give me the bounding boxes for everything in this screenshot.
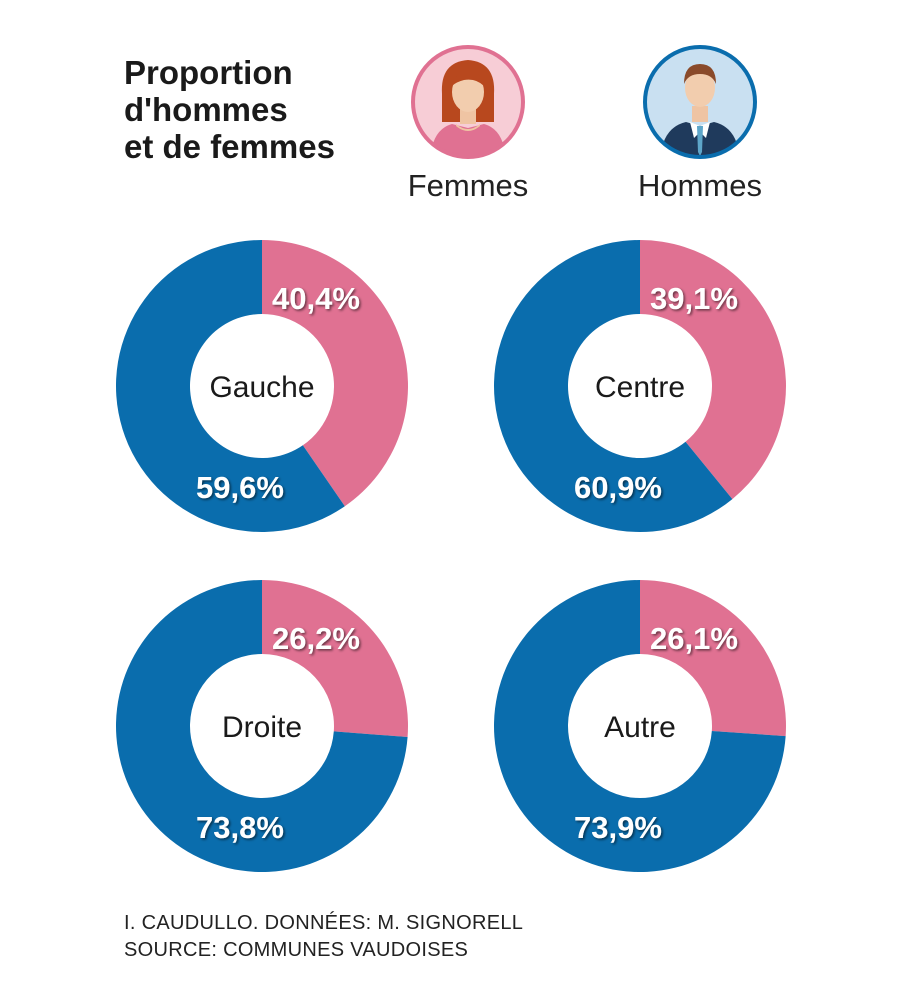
donut-droite: 26,2% 73,8% Droite <box>116 580 408 872</box>
center-label-autre: Autre <box>604 711 676 744</box>
slice-droite-femmes <box>262 580 408 737</box>
label-gauche-femmes: 40,4% <box>272 281 360 316</box>
slice-autre-femmes <box>640 580 786 737</box>
slice-autre-hommes <box>494 580 786 872</box>
title-line-2: d'hommes <box>124 91 288 128</box>
credit-line-author: I. CAUDULLO. DONNÉES: M. SIGNORELL <box>124 912 524 934</box>
man-avatar-icon <box>640 42 760 162</box>
donut-charts: 40,4% 59,6% Gauche 39,1% 60,9% Centre 26,2% 73,… <box>115 239 786 872</box>
donut-gauche: 40,4% 59,6% Gauche <box>115 240 408 532</box>
credits: I. CAUDULLO. DONNÉES: M. SIGNORELL SOURC… <box>124 910 523 964</box>
woman-avatar-icon <box>408 42 528 162</box>
legend-hommes: Hommes <box>600 42 800 204</box>
legend-label-femmes: Femmes <box>407 168 529 203</box>
slice-gauche-hommes <box>115 240 345 532</box>
label-droite-femmes: 26,2% <box>272 621 360 656</box>
title-line-1: Proportion <box>124 54 293 91</box>
label-centre-femmes: 39,1% <box>650 281 738 316</box>
label-gauche-hommes: 59,6% <box>196 470 284 505</box>
label-autre-hommes: 73,9% <box>574 810 662 845</box>
credit-line-source: SOURCE: COMMUNES VAUDOISES <box>124 939 469 961</box>
slice-centre-hommes <box>493 239 733 532</box>
center-label-droite: Droite <box>222 711 302 744</box>
title-line-3: et de femmes <box>124 128 335 165</box>
chart-title: Proportion d'hommes et de femmes <box>124 54 335 165</box>
center-label-centre: Centre <box>595 371 685 404</box>
label-autre-femmes: 26,1% <box>650 621 738 656</box>
slice-gauche-femmes <box>262 240 408 507</box>
legend-femmes: Femmes <box>368 42 568 204</box>
slice-droite-hommes <box>116 580 408 872</box>
donut-autre: 26,1% 73,9% Autre <box>494 580 786 872</box>
slice-centre-femmes <box>640 240 786 500</box>
donut-centre: 39,1% 60,9% Centre <box>493 239 786 532</box>
label-droite-hommes: 73,8% <box>196 810 284 845</box>
legend-label-hommes: Hommes <box>637 168 762 203</box>
center-label-gauche: Gauche <box>209 371 314 404</box>
label-centre-hommes: 60,9% <box>574 470 662 505</box>
